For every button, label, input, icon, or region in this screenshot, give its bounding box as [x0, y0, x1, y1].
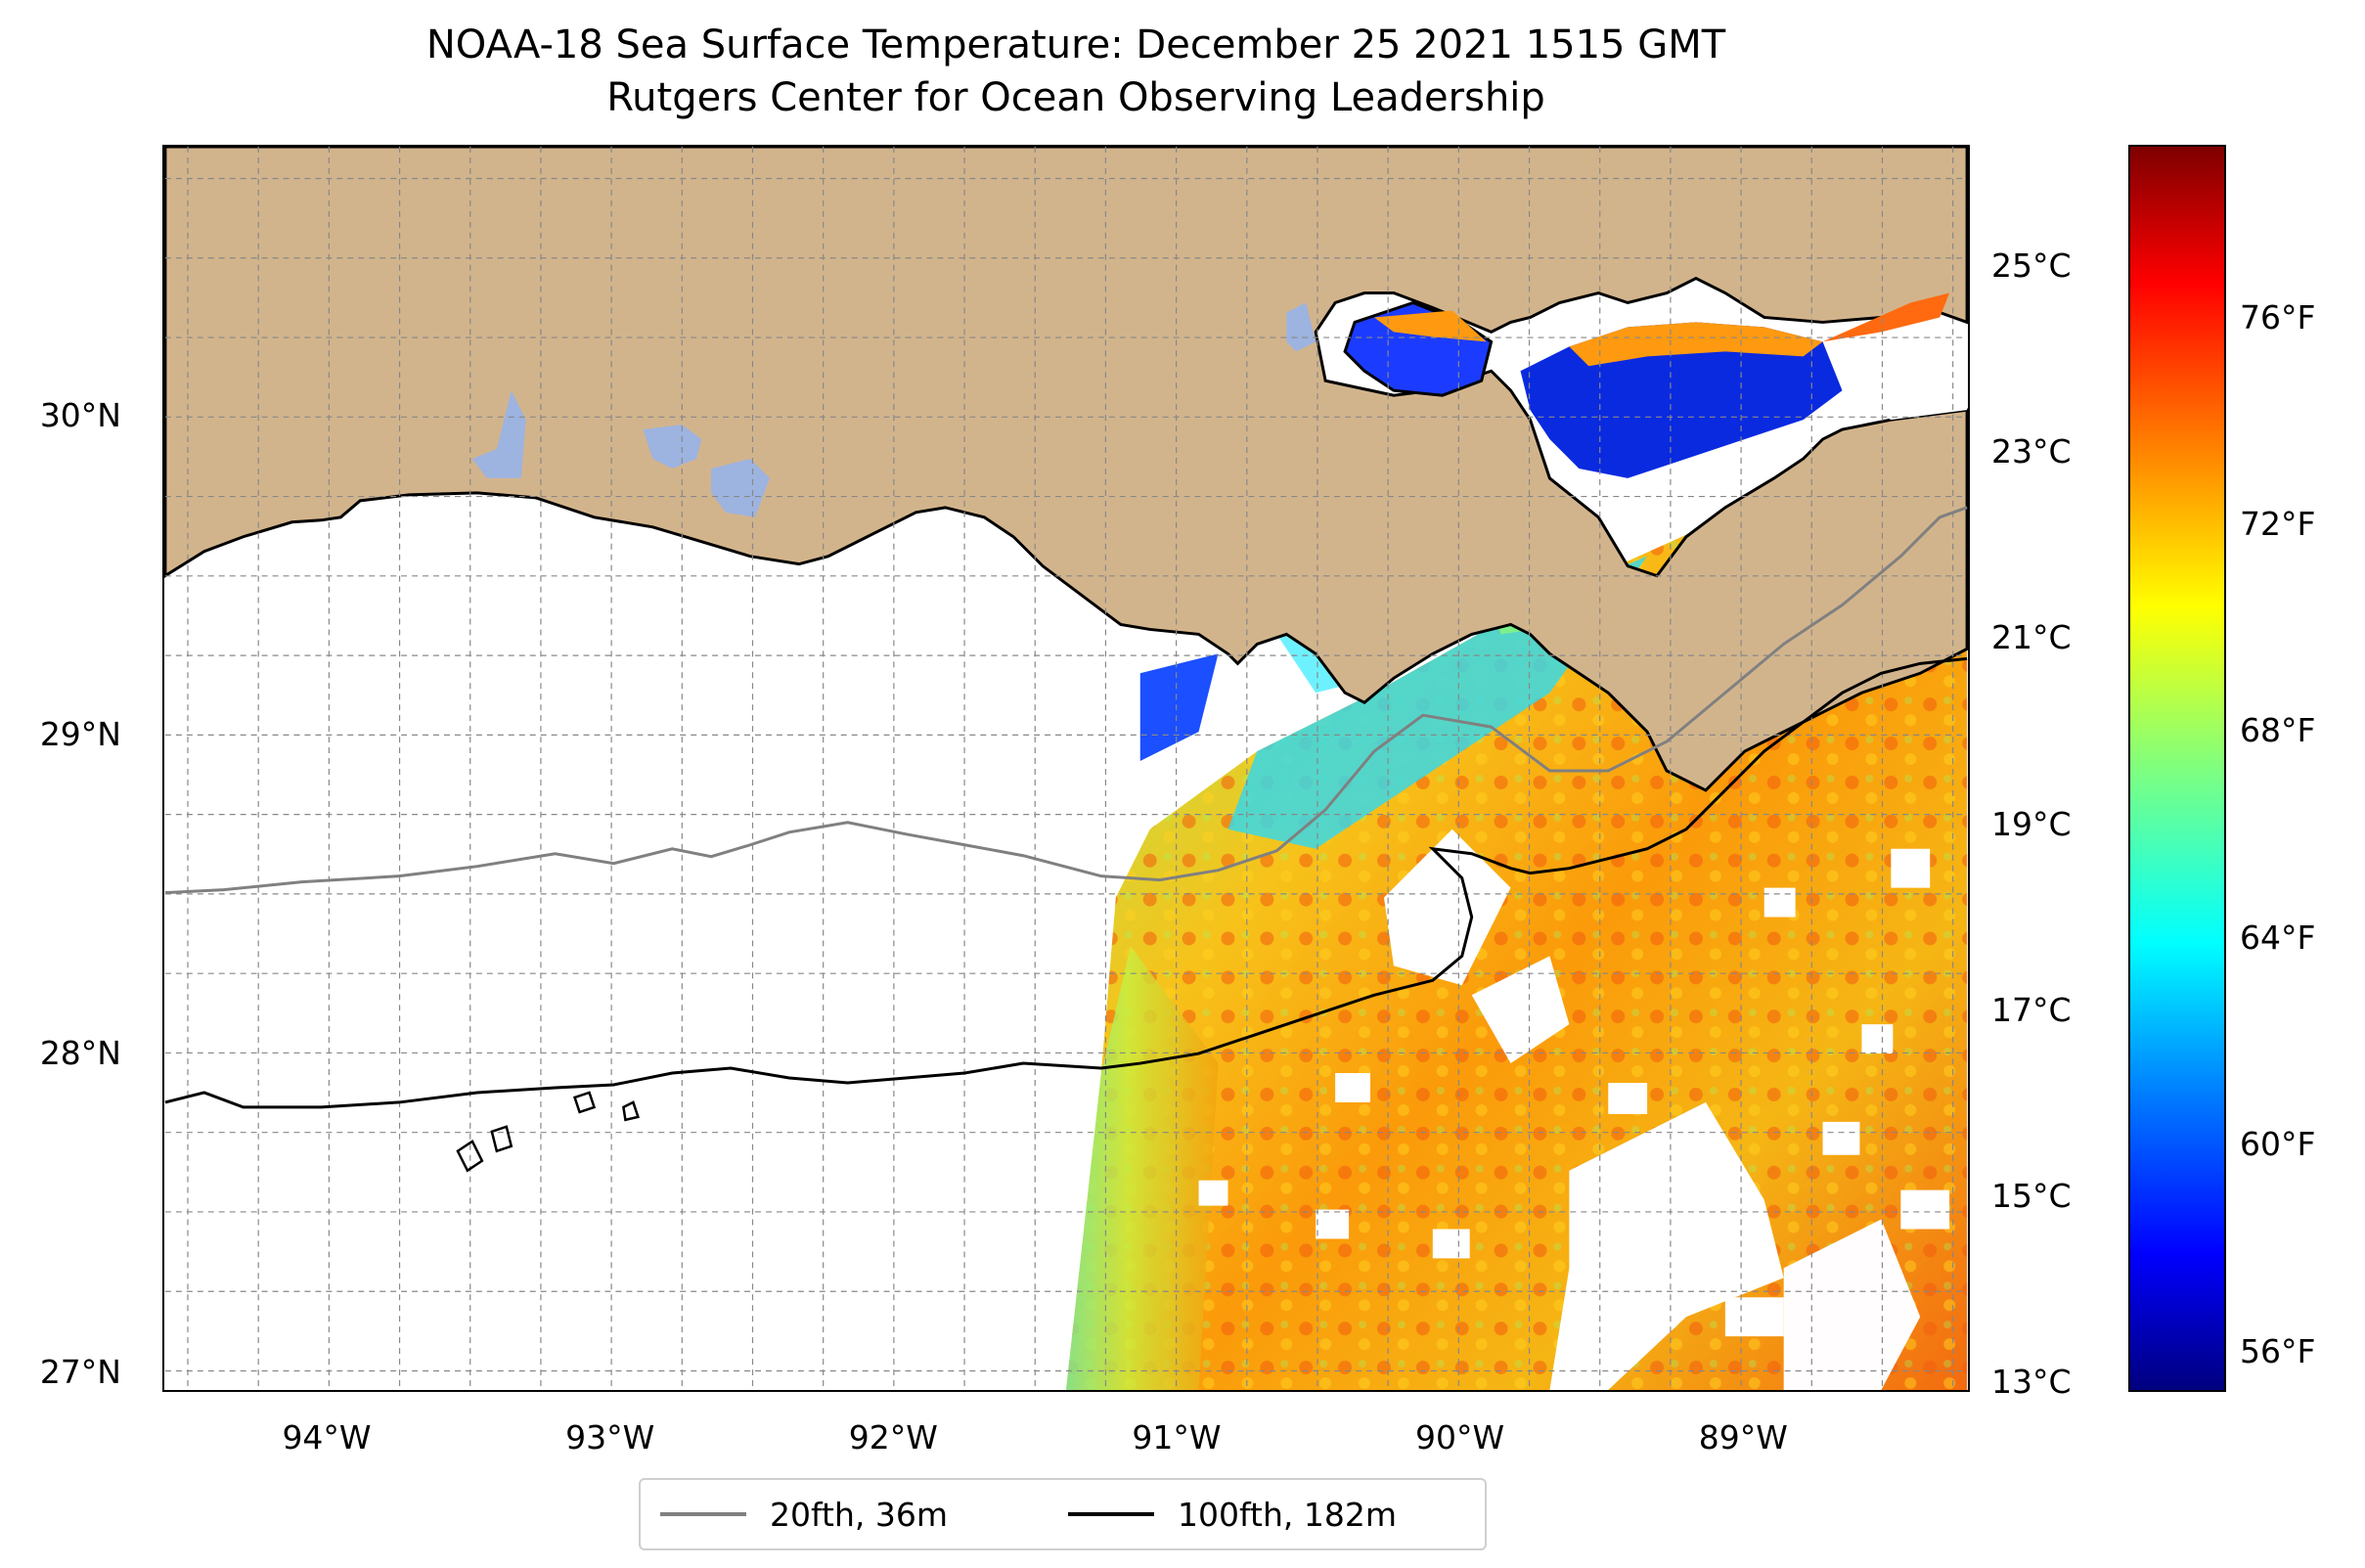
sst-map	[162, 145, 1970, 1392]
map-canvas	[164, 147, 1968, 1390]
celsius-tick-label: 13°C	[1991, 1363, 2072, 1402]
lon-tick-label: 89°W	[1698, 1418, 1788, 1456]
lon-tick-label: 92°W	[848, 1418, 938, 1456]
celsius-tick-label: 19°C	[1991, 804, 2072, 843]
celsius-tick-label: 15°C	[1991, 1177, 2072, 1216]
lon-tick-label: 90°W	[1415, 1418, 1505, 1456]
gridlines	[164, 147, 1968, 1390]
shoal-islands	[456, 1091, 640, 1173]
fahrenheit-tick-label: 68°F	[2240, 711, 2316, 750]
legend-item-20fth: 20fth, 36m	[660, 1480, 948, 1548]
lat-tick-label: 30°N	[39, 396, 121, 435]
legend-label: 100fth, 182m	[1178, 1495, 1397, 1534]
isobath-legend: 20fth, 36m 100fth, 182m	[639, 1478, 1487, 1550]
lon-tick-label: 91°W	[1132, 1418, 1222, 1456]
celsius-tick-label: 21°C	[1991, 618, 2072, 657]
chart-subtitle: Rutgers Center for Ocean Observing Leade…	[606, 75, 1545, 120]
fahrenheit-tick-label: 72°F	[2240, 504, 2316, 543]
isobath-100fth	[164, 656, 1968, 1109]
land-mass	[164, 147, 1968, 792]
lon-tick-label: 94°W	[282, 1418, 372, 1456]
lon-tick-label: 93°W	[565, 1418, 655, 1456]
fahrenheit-tick-label: 64°F	[2240, 918, 2316, 957]
legend-line-black	[1068, 1512, 1154, 1516]
celsius-tick-label: 23°C	[1991, 431, 2072, 470]
lat-tick-label: 28°N	[39, 1034, 121, 1073]
legend-item-100fth: 100fth, 182m	[1068, 1480, 1397, 1548]
inland-water	[471, 302, 1316, 517]
sst-colorbar	[2128, 145, 2226, 1392]
isobath-20fth	[164, 506, 1968, 895]
fahrenheit-tick-label: 76°F	[2240, 297, 2316, 336]
fahrenheit-tick-label: 60°F	[2240, 1125, 2316, 1164]
celsius-tick-label: 25°C	[1991, 246, 2072, 285]
legend-line-gray	[660, 1512, 746, 1516]
lat-tick-label: 27°N	[39, 1353, 121, 1392]
fahrenheit-tick-label: 56°F	[2240, 1331, 2316, 1370]
chart-title: NOAA-18 Sea Surface Temperature: Decembe…	[425, 22, 1726, 67]
lat-tick-label: 29°N	[39, 715, 121, 754]
celsius-tick-label: 17°C	[1991, 990, 2072, 1029]
legend-label: 20fth, 36m	[770, 1495, 948, 1534]
